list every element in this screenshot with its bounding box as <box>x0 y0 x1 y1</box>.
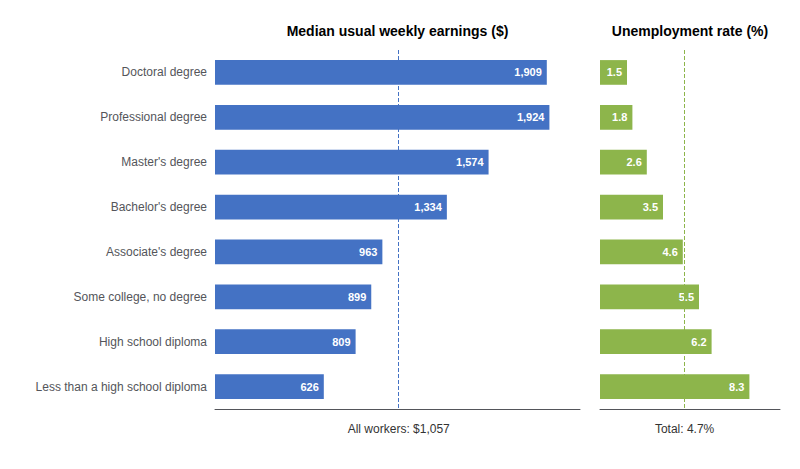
svg-text:Median usual weekly earnings (: Median usual weekly earnings ($) <box>287 23 509 39</box>
svg-text:Doctoral degree: Doctoral degree <box>122 65 208 79</box>
svg-text:Total: 4.7%: Total: 4.7% <box>655 422 715 436</box>
svg-text:3.5: 3.5 <box>643 201 658 213</box>
svg-text:8.3: 8.3 <box>729 381 744 393</box>
svg-text:1,924: 1,924 <box>517 111 545 123</box>
svg-text:1.5: 1.5 <box>607 66 622 78</box>
svg-text:6.2: 6.2 <box>691 336 706 348</box>
svg-text:Some college, no degree: Some college, no degree <box>74 290 208 304</box>
svg-text:Professional degree: Professional degree <box>100 110 207 124</box>
svg-text:High school diploma: High school diploma <box>99 335 207 349</box>
svg-text:Associate's degree: Associate's degree <box>106 245 207 259</box>
svg-text:1,574: 1,574 <box>456 156 484 168</box>
svg-text:4.6: 4.6 <box>663 246 678 258</box>
svg-text:Bachelor's degree: Bachelor's degree <box>111 200 208 214</box>
svg-text:626: 626 <box>300 381 318 393</box>
svg-text:Unemployment rate (%): Unemployment rate (%) <box>612 23 768 39</box>
svg-text:2.6: 2.6 <box>627 156 642 168</box>
svg-text:963: 963 <box>359 246 377 258</box>
svg-text:All workers: $1,057: All workers: $1,057 <box>348 422 450 436</box>
svg-text:809: 809 <box>332 336 350 348</box>
svg-text:1.8: 1.8 <box>612 111 627 123</box>
svg-text:Less than a high school diplom: Less than a high school diploma <box>36 380 208 394</box>
svg-text:899: 899 <box>348 291 366 303</box>
svg-text:1,909: 1,909 <box>514 66 542 78</box>
svg-text:1,334: 1,334 <box>414 201 442 213</box>
svg-text:5.5: 5.5 <box>679 291 694 303</box>
svg-text:Master's degree: Master's degree <box>121 155 207 169</box>
